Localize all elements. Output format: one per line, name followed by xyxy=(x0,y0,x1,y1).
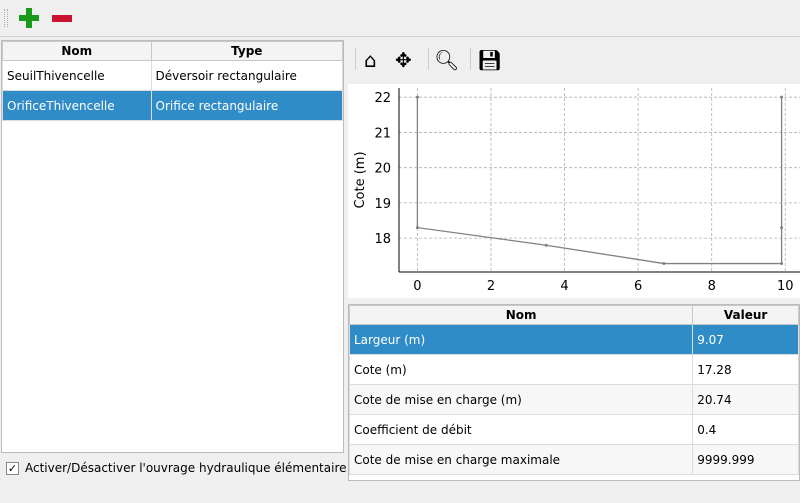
data-point xyxy=(415,95,419,99)
checkbox-box[interactable]: ✓ xyxy=(6,461,19,475)
cell-name: Cote de mise en charge maximale xyxy=(348,444,694,475)
cell-value[interactable]: 17.28 xyxy=(692,354,799,385)
x-tick-label: 6 xyxy=(634,279,642,294)
checkbox-label: Activer/Désactiver l'ouvrage hydraulique… xyxy=(25,461,347,475)
toolbar-grip[interactable] xyxy=(4,9,8,27)
cell-name: Largeur (m) xyxy=(348,324,694,355)
x-tick-label: 10 xyxy=(777,279,794,294)
table-row[interactable]: Cote de mise en charge maximale 9999.999 xyxy=(348,444,799,475)
save-icon[interactable]: 💾︎ xyxy=(477,48,503,72)
minus-icon[interactable] xyxy=(52,15,72,22)
profile-chart: 0 2 4 6 8 10 18 19 20 21 22 Cote (m) xyxy=(348,84,800,298)
cell-value[interactable]: 9999.999 xyxy=(692,444,799,475)
cell-name[interactable]: SeuilThivencelle xyxy=(2,60,152,91)
cell-value[interactable]: 0.4 xyxy=(692,414,799,445)
data-point xyxy=(780,226,784,230)
activate-checkbox[interactable]: ✓ Activer/Désactiver l'ouvrage hydrauliq… xyxy=(6,461,347,475)
cell-name: Coefficient de débit xyxy=(348,414,694,445)
table-row[interactable]: Largeur (m) 9.07 xyxy=(348,324,799,355)
x-tick-label: 4 xyxy=(560,279,568,294)
series-line xyxy=(416,97,783,265)
chart-svg: 0 2 4 6 8 10 18 19 20 21 22 Cote (m) xyxy=(353,88,800,294)
data-point xyxy=(780,262,784,266)
x-tick-label: 8 xyxy=(708,279,716,294)
table-row[interactable]: OrificeThivencelle Orifice rectangulaire xyxy=(2,90,344,121)
plot-toolbar: ⌂ ✥ 🔍︎ 💾︎ xyxy=(352,40,800,77)
params-table: Nom Valeur Largeur (m) 9.07 Cote (m) 17.28 … xyxy=(348,304,800,481)
cell-type[interactable]: Orifice rectangulaire xyxy=(150,90,344,121)
table-row[interactable]: Cote de mise en charge (m) 20.74 xyxy=(348,384,799,415)
y-tick-label: 21 xyxy=(374,126,391,141)
y-tick-label: 18 xyxy=(374,232,391,247)
table-row[interactable]: Cote (m) 17.28 xyxy=(348,354,799,385)
col-nom[interactable]: Nom xyxy=(348,305,694,325)
table-row[interactable]: SeuilThivencelle Déversoir rectangulaire xyxy=(2,60,344,91)
col-nom[interactable]: Nom xyxy=(2,41,152,61)
y-tick-label: 19 xyxy=(374,197,391,212)
y-tick-label: 20 xyxy=(374,162,391,177)
data-point xyxy=(415,226,419,230)
cell-type[interactable]: Déversoir rectangulaire xyxy=(150,60,344,91)
home-icon[interactable]: ⌂ xyxy=(364,48,377,72)
plus-icon[interactable] xyxy=(19,8,39,28)
col-type[interactable]: Type xyxy=(150,41,344,61)
structures-table: Nom Type SeuilThivencelle Déversoir rectan… xyxy=(1,40,344,453)
x-tick-label: 2 xyxy=(487,279,495,294)
data-point xyxy=(780,95,784,99)
cell-value[interactable]: 20.74 xyxy=(692,384,799,415)
col-valeur[interactable]: Valeur xyxy=(692,305,799,325)
y-tick-label: 22 xyxy=(374,91,391,106)
main-toolbar xyxy=(0,0,800,37)
cell-value[interactable]: 9.07 xyxy=(692,324,799,355)
table-row[interactable]: Coefficient de débit 0.4 xyxy=(348,414,799,445)
y-axis-label: Cote (m) xyxy=(353,151,368,208)
cell-name: Cote (m) xyxy=(348,354,694,385)
zoom-icon[interactable]: 🔍︎ xyxy=(434,48,460,72)
cell-name: Cote de mise en charge (m) xyxy=(348,384,694,415)
x-tick-label: 0 xyxy=(413,279,421,294)
cell-name[interactable]: OrificeThivencelle xyxy=(2,90,152,121)
data-point xyxy=(662,262,666,266)
data-point xyxy=(544,243,548,247)
move-icon[interactable]: ✥ xyxy=(395,48,412,72)
